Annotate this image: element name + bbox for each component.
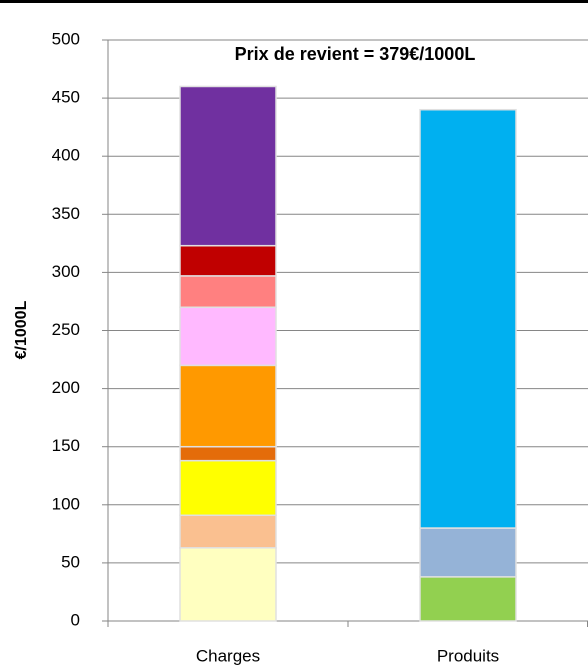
x-tick-label: Produits [437, 646, 499, 665]
y-tick-label: 200 [52, 378, 80, 397]
y-tick-label: 500 [52, 29, 80, 48]
bar-segment [419, 108, 517, 529]
y-tick-label: 300 [52, 262, 80, 281]
top-border [0, 0, 588, 3]
y-tick-label: 250 [52, 320, 80, 339]
bar-segment [179, 445, 277, 462]
bar-segment [179, 514, 277, 549]
bar-segment [179, 85, 277, 247]
annotation: Prix de revient = 379€/1000L [235, 44, 476, 64]
y-tick-label: 350 [52, 204, 80, 223]
bar-segment [419, 576, 517, 622]
y-tick-label: 450 [52, 88, 80, 107]
y-tick-label: 400 [52, 146, 80, 165]
y-tick-label: 100 [52, 494, 80, 513]
bar-segment [179, 275, 277, 309]
x-tick-label: Charges [196, 646, 260, 665]
y-tick-label: 150 [52, 436, 80, 455]
bar-segment [179, 547, 277, 622]
y-tick-label: 0 [71, 610, 80, 629]
bar-segment [419, 527, 517, 578]
bar-segment [179, 244, 277, 277]
y-tick-label: 50 [61, 552, 80, 571]
bar-segment [179, 364, 277, 448]
y-axis-label: €/1000L [13, 300, 30, 359]
bar-segment [179, 306, 277, 367]
bar-segment [179, 459, 277, 517]
